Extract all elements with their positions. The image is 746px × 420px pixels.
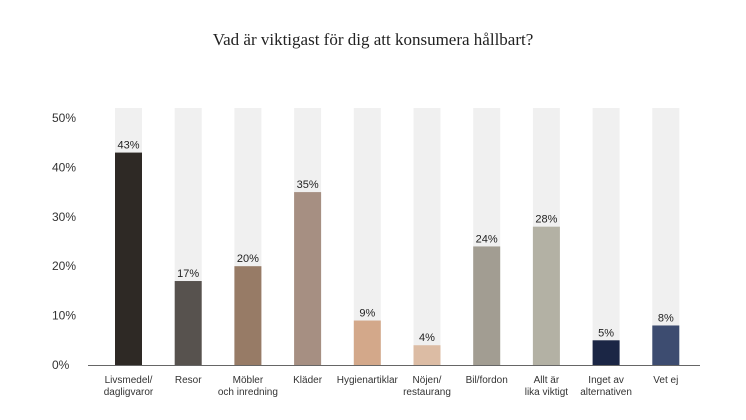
data-label: 17% xyxy=(177,268,199,280)
bar-track xyxy=(592,108,620,365)
data-label: 43% xyxy=(117,140,139,152)
bar xyxy=(294,192,322,365)
x-tick-label: Allt är xyxy=(534,375,560,386)
y-tick-label: 0% xyxy=(52,358,70,372)
x-tick-label: alternativen xyxy=(580,387,632,398)
x-tick-label: Möbler xyxy=(233,375,264,386)
bar xyxy=(353,320,381,365)
y-tick-label: 40% xyxy=(52,160,76,174)
data-label: 28% xyxy=(535,214,557,226)
chart-title: Vad är viktigast för dig att konsumera h… xyxy=(212,30,534,49)
x-tick-label: dagligvaror xyxy=(104,387,154,398)
data-label: 35% xyxy=(297,179,319,191)
x-tick-label: Resor xyxy=(175,375,202,386)
y-tick-label: 50% xyxy=(52,111,76,125)
bar xyxy=(115,152,142,365)
data-label: 8% xyxy=(658,312,674,324)
x-tick-label: lika viktigt xyxy=(525,387,569,398)
bar xyxy=(174,281,202,365)
x-tick-label: och inredning xyxy=(218,387,278,398)
x-tick-label: Livsmedel/ xyxy=(105,375,153,386)
x-tick-label: Bil/fordon xyxy=(466,375,508,386)
x-tick-label: Inget av xyxy=(588,375,624,386)
bar-track xyxy=(652,108,680,365)
data-label: 9% xyxy=(359,308,375,320)
bar xyxy=(532,226,560,365)
y-tick-label: 10% xyxy=(52,309,76,323)
data-label: 5% xyxy=(598,327,614,339)
x-tick-label: restaurang xyxy=(403,387,451,398)
bar xyxy=(473,246,501,365)
bar xyxy=(234,266,262,365)
bar xyxy=(652,325,680,365)
bar-track xyxy=(413,108,441,365)
x-tick-label: Vet ej xyxy=(653,375,678,386)
bar xyxy=(413,345,441,365)
y-tick-label: 20% xyxy=(52,259,76,273)
y-tick-label: 30% xyxy=(52,210,76,224)
x-tick-label: Hygienartiklar xyxy=(337,375,399,386)
data-label: 20% xyxy=(237,253,259,265)
data-label: 4% xyxy=(419,332,435,344)
x-tick-label: Nöjen/ xyxy=(413,375,442,386)
bar xyxy=(592,340,620,365)
x-tick-label: Kläder xyxy=(293,375,323,386)
data-label: 24% xyxy=(476,233,498,245)
